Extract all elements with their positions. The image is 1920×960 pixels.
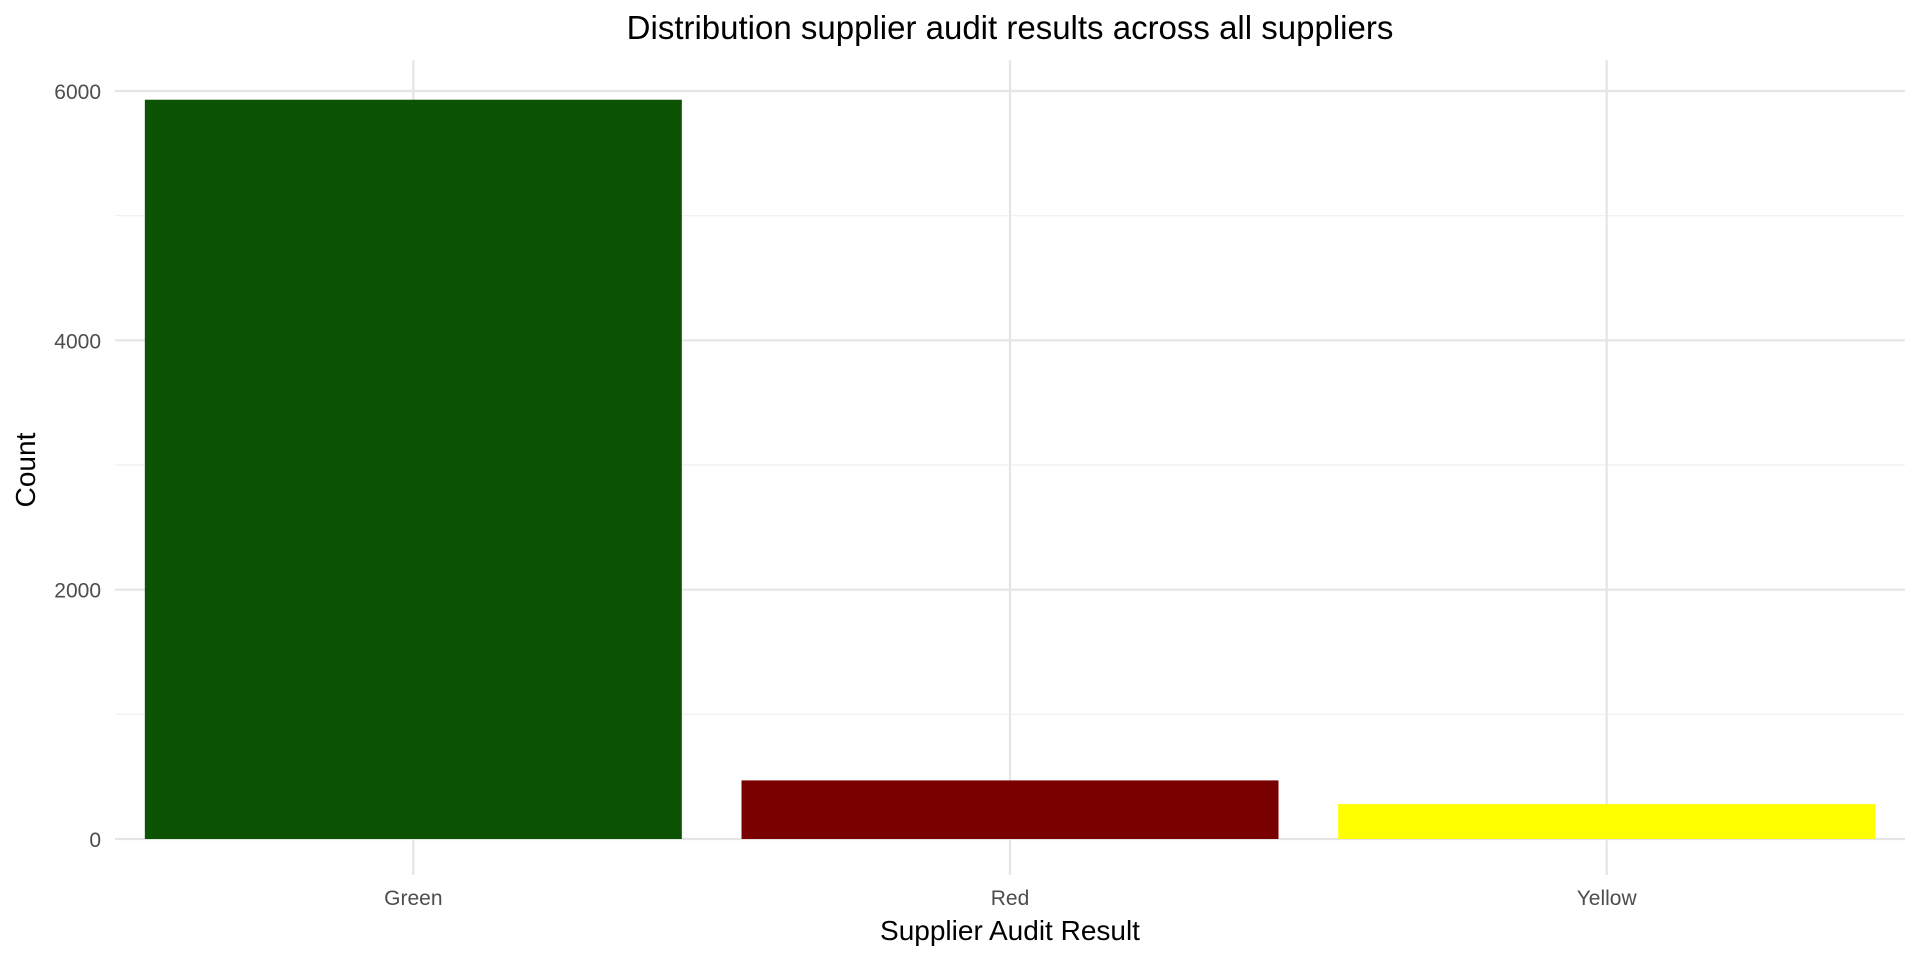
x-tick-label: Red xyxy=(991,887,1030,910)
x-tick-label: Green xyxy=(384,887,442,910)
x-tick-label: Yellow xyxy=(1577,887,1638,910)
bar-yellow xyxy=(1338,804,1876,839)
x-axis-title: Supplier Audit Result xyxy=(880,915,1140,946)
bar-red xyxy=(741,780,1279,839)
y-tick-label: 6000 xyxy=(54,81,101,104)
bars xyxy=(144,99,1876,839)
y-tick-label: 2000 xyxy=(54,580,101,603)
y-tick-label: 0 xyxy=(89,829,101,852)
chart-title: Distribution supplier audit results acro… xyxy=(627,9,1394,46)
bar-green xyxy=(144,99,682,839)
y-axis-tick-labels: 0 2000 4000 6000 xyxy=(54,81,101,852)
y-axis-title: Count xyxy=(10,432,41,507)
y-tick-label: 4000 xyxy=(54,330,101,353)
x-axis-tick-labels: Green Red Yellow xyxy=(384,887,1637,910)
